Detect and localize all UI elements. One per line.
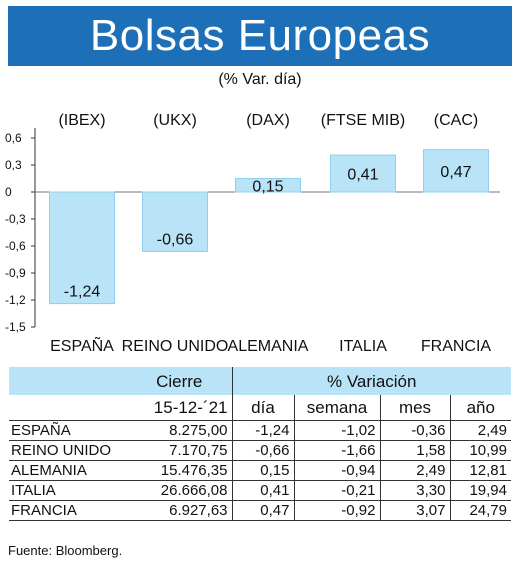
index-label: (UKX) xyxy=(153,112,197,129)
bar-value-label: -0,66 xyxy=(157,231,194,248)
table-cell-semana: -1,02 xyxy=(293,420,380,441)
chart-subtitle: (% Var. día) xyxy=(218,71,302,88)
data-table: Cierre % Variación 15-12-´21 día semana … xyxy=(9,367,511,521)
table-subheader-ano: año xyxy=(449,395,511,421)
table-cell-ano: 19,94 xyxy=(449,480,511,501)
table-cell-name: FRANCIA xyxy=(9,500,127,521)
bar xyxy=(235,178,301,193)
category-label: ALEMANIA xyxy=(228,338,309,355)
y-tick-label: -1,2 xyxy=(5,293,26,307)
table-subheader-mes: mes xyxy=(379,395,450,421)
table-cell-semana: -1,66 xyxy=(293,440,380,461)
table-cell-mes: 1,58 xyxy=(379,440,450,461)
index-label: (CAC) xyxy=(434,112,478,129)
table-subheader-dia: día xyxy=(231,395,294,421)
bar-value-label: -1,24 xyxy=(64,284,101,301)
category-label: FRANCIA xyxy=(421,338,492,355)
category-label: ESPAÑA xyxy=(50,335,114,355)
table-cell-name: ESPAÑA xyxy=(9,420,127,441)
table-cell-dia: 0,47 xyxy=(231,500,294,521)
table-cell-ano: 12,81 xyxy=(449,460,511,481)
table-cell-cierre: 15.476,35 xyxy=(127,460,232,481)
y-tick-label: -1,5 xyxy=(5,320,26,334)
table-row: ESPAÑA 8.275,00 -1,24 -1,02 -0,36 2,49 xyxy=(9,420,511,441)
bar-chart: 0,6 0,3 0 -0,3 -0,6 -0,9 -1,2 -1,5 -1,24 (IBEX) ES… xyxy=(5,112,500,355)
bar-value-label: 0,15 xyxy=(252,178,283,195)
y-tick-label: -0,6 xyxy=(5,239,26,253)
table-header-variacion: % Variación xyxy=(231,367,511,395)
table-group-header-row: Cierre % Variación xyxy=(9,367,511,395)
bar xyxy=(423,149,489,193)
index-label: (DAX) xyxy=(246,112,290,129)
table-cell-dia: 0,15 xyxy=(231,460,294,481)
table-row: REINO UNIDO 7.170,75 -0,66 -1,66 1,58 10,99 xyxy=(9,440,511,461)
table-cell-cierre: 7.170,75 xyxy=(127,440,232,461)
table-cell-name: REINO UNIDO xyxy=(9,440,127,461)
table-cell-dia: 0,41 xyxy=(231,480,294,501)
table-cell-ano: 10,99 xyxy=(449,440,511,461)
y-tick-label: 0,3 xyxy=(5,158,22,172)
y-tick-label: 0 xyxy=(5,185,12,199)
table-cell-dia: -1,24 xyxy=(231,420,294,441)
index-label: (FTSE MIB) xyxy=(321,112,405,129)
table-header-blank xyxy=(9,367,127,395)
table-cell-ano: 2,49 xyxy=(449,420,511,441)
table-cell-name: ALEMANIA xyxy=(9,460,127,481)
table-subheader-date: 15-12-´21 xyxy=(127,395,232,421)
bar-value-label: 0,47 xyxy=(440,164,471,181)
table-cell-semana: -0,21 xyxy=(293,480,380,501)
table-row: FRANCIA 6.927,63 0,47 -0,92 3,07 24,79 xyxy=(9,500,511,521)
table-cell-name: ITALIA xyxy=(9,480,127,501)
y-tick-label: -0,9 xyxy=(5,266,26,280)
index-label: (IBEX) xyxy=(58,112,105,129)
chart-title: Bolsas Europeas xyxy=(89,11,431,60)
category-label: ITALIA xyxy=(339,338,387,355)
table-cell-mes: 2,49 xyxy=(379,460,450,481)
table-cell-dia: -0,66 xyxy=(231,440,294,461)
table-subheader-blank xyxy=(9,395,127,421)
table-cell-cierre: 26.666,08 xyxy=(127,480,232,501)
table-row: ALEMANIA 15.476,35 0,15 -0,94 2,49 12,81 xyxy=(9,460,511,481)
table-subheader-semana: semana xyxy=(293,395,380,421)
y-tick-label: 0,6 xyxy=(5,131,22,145)
table-cell-mes: 3,07 xyxy=(379,500,450,521)
table-row: ITALIA 26.666,08 0,41 -0,21 3,30 19,94 xyxy=(9,480,511,501)
table-cell-mes: -0,36 xyxy=(379,420,450,441)
bar-value-label: 0,41 xyxy=(347,167,378,184)
bar xyxy=(49,191,115,305)
title-bar: Bolsas Europeas xyxy=(8,6,512,66)
table-cell-mes: 3,30 xyxy=(379,480,450,501)
table-header-cierre: Cierre xyxy=(127,367,232,395)
table-cell-semana: -0,94 xyxy=(293,460,380,481)
table-cell-ano: 24,79 xyxy=(449,500,511,521)
category-label: REINO UNIDO xyxy=(122,338,229,355)
table-cell-semana: -0,92 xyxy=(293,500,380,521)
table-cell-cierre: 6.927,63 xyxy=(127,500,232,521)
bar xyxy=(330,154,396,193)
table-cell-cierre: 8.275,00 xyxy=(127,420,232,441)
y-tick-label: -0,3 xyxy=(5,212,26,226)
table-subheader-row: 15-12-´21 día semana mes año xyxy=(9,395,511,421)
source-note: Fuente: Bloomberg. xyxy=(8,543,123,558)
bar xyxy=(142,191,208,252)
